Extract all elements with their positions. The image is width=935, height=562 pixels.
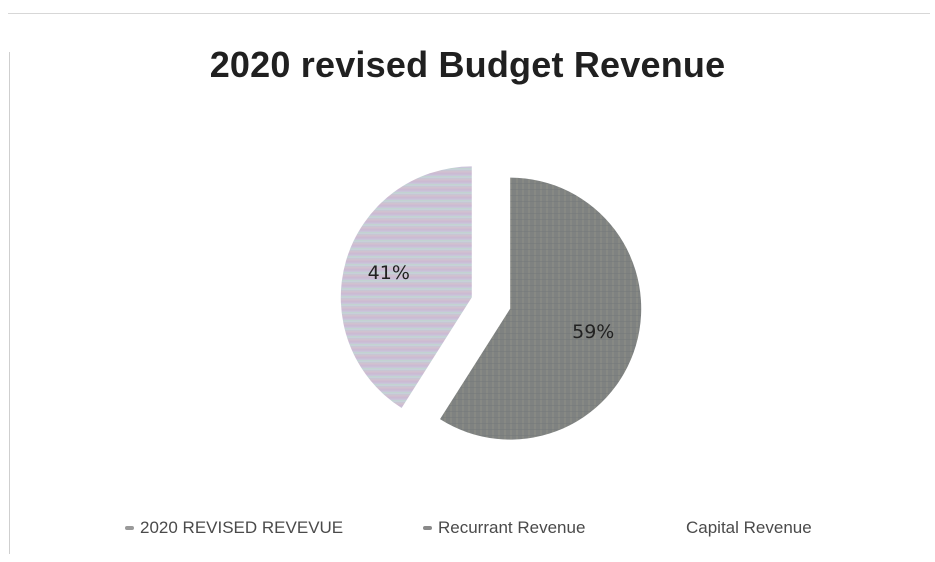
data-label-recurrant-revenue: 59% (572, 321, 614, 343)
chart-title: 2020 revised Budget Revenue (209, 44, 726, 85)
legend-swatch-recurrant (423, 526, 432, 530)
data-label-capital-revenue: 41% (368, 262, 410, 284)
legend-swatch-revised (125, 526, 134, 530)
legend-item-capital: Capital Revenue (686, 518, 812, 538)
legend-label-capital: Capital Revenue (686, 518, 812, 537)
chart-legend: 2020 REVISED REVEVUE Recurrant Revenue C… (0, 518, 935, 542)
pie-slice-recurrant-revenue (440, 177, 642, 440)
top-divider (8, 13, 930, 14)
left-divider (9, 52, 10, 554)
legend-item-recurrant: Recurrant Revenue (423, 518, 585, 538)
legend-item-revised: 2020 REVISED REVEVUE (125, 518, 343, 538)
legend-label-revised: 2020 REVISED REVEVUE (140, 518, 344, 537)
legend-label-recurrant: Recurrant Revenue (438, 518, 586, 537)
pie-slice-capital-revenue (340, 166, 472, 409)
